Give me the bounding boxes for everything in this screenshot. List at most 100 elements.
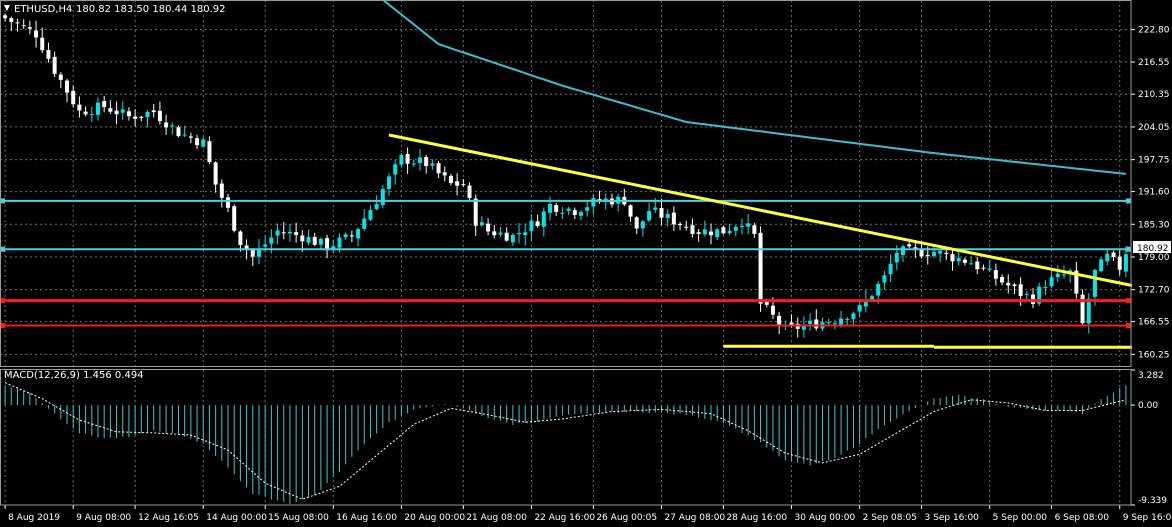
candle-body xyxy=(380,189,385,206)
candle xyxy=(114,101,119,125)
candle xyxy=(1111,250,1116,262)
candle xyxy=(368,205,373,222)
candle-body xyxy=(95,102,100,115)
horizontal-levels[interactable] xyxy=(0,198,1131,329)
candle-body xyxy=(578,212,583,216)
candle xyxy=(566,206,571,216)
candle-body xyxy=(1049,277,1054,287)
symbol-label: ETHUSD,H4 xyxy=(14,4,72,15)
candle xyxy=(523,223,528,246)
candle xyxy=(554,202,559,217)
candle-body xyxy=(238,231,243,245)
candle-body xyxy=(145,111,150,118)
candle xyxy=(331,239,336,254)
candle-body xyxy=(733,226,738,231)
candle xyxy=(517,223,522,244)
candle xyxy=(498,227,503,237)
candle xyxy=(944,249,949,261)
candle xyxy=(560,207,565,219)
candle-body xyxy=(709,231,714,236)
macd-signal-line xyxy=(4,382,1127,500)
candle-body xyxy=(331,246,336,249)
candle-body xyxy=(411,163,416,165)
candle-body xyxy=(987,268,992,270)
candle-body xyxy=(486,223,491,232)
candle-body xyxy=(839,318,844,325)
candle xyxy=(467,182,472,202)
candle-body xyxy=(523,232,528,236)
candle xyxy=(962,257,967,266)
candle xyxy=(417,149,422,171)
candle-body xyxy=(1024,293,1029,295)
candle-body xyxy=(213,162,218,185)
level-handle-right xyxy=(1126,198,1131,204)
candle xyxy=(102,95,107,113)
candle xyxy=(721,226,726,235)
candle-body xyxy=(944,252,949,254)
macd-panel[interactable]: MACD(12,26,9) 1.456 0.494 xyxy=(4,370,1127,505)
candle-body xyxy=(362,218,367,229)
candle xyxy=(758,226,763,312)
candle xyxy=(851,311,856,326)
x-tick-label: 20 Aug 00:00 xyxy=(404,513,465,523)
candle-body xyxy=(863,299,868,307)
candle xyxy=(504,227,509,242)
collapse-arrow-icon[interactable] xyxy=(4,5,10,11)
level-handle-left xyxy=(0,198,5,204)
x-tick-label: 28 Aug 16:00 xyxy=(726,513,787,523)
candle-body xyxy=(504,232,509,241)
candle-body xyxy=(585,207,590,211)
candle xyxy=(188,132,193,144)
candle xyxy=(40,27,45,53)
candle-body xyxy=(1123,254,1128,272)
candle xyxy=(1043,280,1048,296)
candle xyxy=(300,230,305,252)
candle xyxy=(857,300,862,318)
candle-body xyxy=(510,234,515,243)
candle-body xyxy=(721,227,726,234)
candle-body xyxy=(517,233,522,235)
trendline xyxy=(388,133,1133,288)
candle-body xyxy=(281,232,286,234)
candle-body xyxy=(114,110,119,115)
candle xyxy=(287,223,292,242)
candle-body xyxy=(349,235,354,237)
candle-body xyxy=(232,206,237,231)
candle xyxy=(387,173,392,197)
candle-body xyxy=(845,318,850,320)
candle xyxy=(1074,261,1079,299)
price-panel[interactable]: ETHUSD,H4 180.82 183.50 180.44 180.92 xyxy=(0,0,1133,366)
candle xyxy=(541,207,546,237)
x-tick-label: 27 Aug 08:00 xyxy=(664,513,725,523)
candle-body xyxy=(201,139,206,147)
candle-body xyxy=(1006,282,1011,286)
candle-body xyxy=(393,164,398,175)
candle xyxy=(77,96,82,118)
candle-body xyxy=(34,30,39,38)
candle-body xyxy=(888,263,893,275)
candle xyxy=(133,109,138,127)
candle-body xyxy=(461,184,466,186)
signal-line xyxy=(4,382,1127,500)
candle xyxy=(448,174,453,186)
candle-body xyxy=(108,108,113,112)
x-tick-label: 9 Sep 16:05 xyxy=(1123,513,1172,523)
candle-body xyxy=(1117,256,1122,270)
candle xyxy=(1055,265,1060,283)
candle xyxy=(399,153,404,168)
candle xyxy=(325,234,330,259)
candle-body xyxy=(250,250,255,257)
candle xyxy=(938,248,943,263)
candle xyxy=(195,135,200,149)
trendlines[interactable] xyxy=(388,133,1133,349)
candle-body xyxy=(312,236,317,245)
candle-body xyxy=(89,114,94,116)
candle-body xyxy=(956,258,961,262)
ohlc-label: 180.82 183.50 180.44 180.92 xyxy=(76,4,226,15)
candle-body xyxy=(195,138,200,146)
candle-body xyxy=(133,116,138,119)
x-tick-label: 15 Aug 08:00 xyxy=(268,513,329,523)
candle-body xyxy=(603,198,608,201)
candle-body xyxy=(492,231,497,236)
